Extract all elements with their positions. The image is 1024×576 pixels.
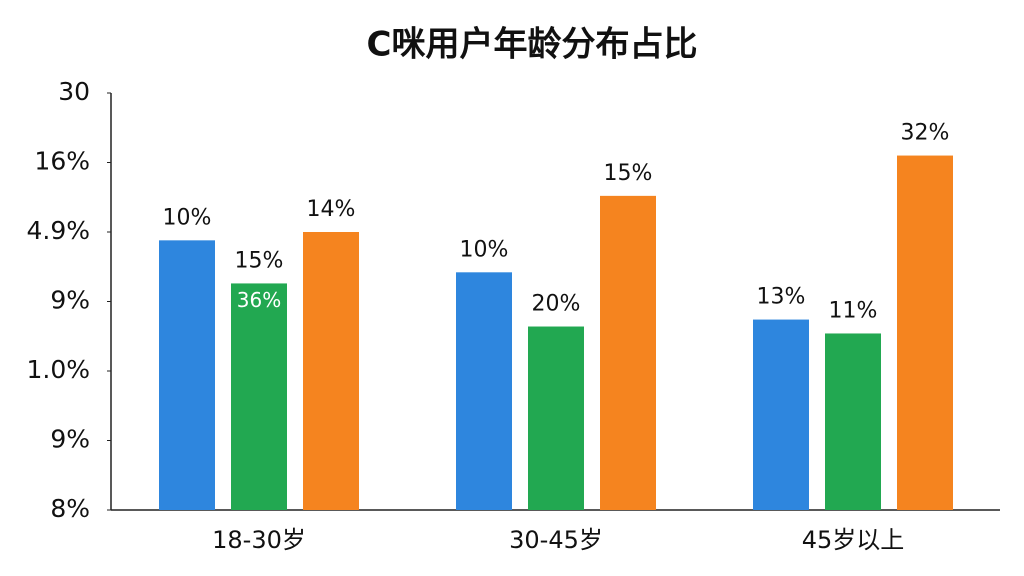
value-label: 11% (829, 298, 878, 323)
value-label: 32% (901, 121, 950, 146)
value-label: 10% (163, 205, 212, 230)
y-tick-label: 8% (50, 494, 90, 523)
value-label: 13% (757, 285, 806, 310)
chart-title: C咪用户年龄分布占比 (367, 25, 698, 65)
bar (897, 155, 953, 511)
value-label: 15% (235, 248, 284, 273)
value-label: 10% (460, 237, 509, 262)
bar (303, 232, 359, 510)
value-label: 20% (532, 292, 581, 317)
y-tick-label: 4.9% (26, 216, 90, 245)
y-tick-label: 1.0% (26, 355, 90, 384)
bar (825, 333, 881, 510)
annotation: 36% (237, 288, 281, 312)
value-label: 15% (604, 161, 653, 186)
bar (231, 283, 287, 510)
bar (753, 319, 809, 510)
bar (159, 240, 215, 510)
value-label: 14% (307, 197, 356, 222)
x-tick-label: 45岁以上 (802, 526, 905, 554)
bar (600, 195, 656, 511)
bar (528, 326, 584, 510)
y-tick-label: 9% (50, 286, 90, 315)
bar (456, 272, 512, 510)
x-tick-label: 18-30岁 (212, 526, 306, 554)
y-tick-label: 16% (34, 147, 90, 176)
x-tick-label: 30-45岁 (509, 526, 603, 554)
y-tick-label: 9% (50, 425, 90, 454)
y-tick-label: 30 (58, 77, 90, 106)
